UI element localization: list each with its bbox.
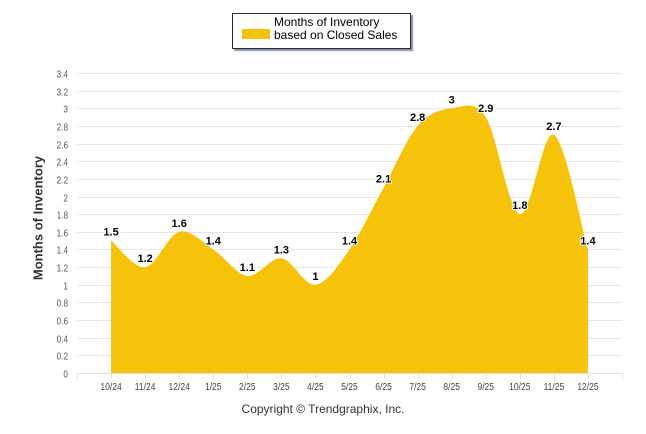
data-label: 1.8	[512, 200, 527, 212]
legend: Months of Inventory based on Closed Sale…	[232, 13, 411, 49]
x-tick-label: 1/25	[205, 381, 222, 392]
y-tick-label: 2.6	[57, 140, 68, 151]
x-tick-label: 7/25	[409, 381, 426, 392]
area-fill	[111, 105, 588, 373]
legend-swatch	[242, 29, 270, 39]
area-series	[111, 105, 588, 373]
y-tick-label: 0	[63, 369, 68, 380]
x-tick-label: 2/25	[239, 381, 256, 392]
y-tick-label: 2	[63, 193, 68, 204]
x-tick-label: 10/24	[100, 381, 121, 392]
y-tick-label: 2.8	[57, 122, 68, 133]
y-tick-label: 3	[63, 104, 68, 115]
data-label: 1.1	[240, 262, 255, 274]
x-tick-label: 10/25	[509, 381, 530, 392]
x-tick-label: 12/25	[577, 381, 598, 392]
y-tick-label: 1	[63, 281, 68, 292]
y-tick-label: 1.8	[57, 210, 68, 221]
y-tick-label: 2.4	[57, 157, 68, 168]
legend-label: Months of Inventory based on Closed Sale…	[274, 15, 398, 42]
data-label: 2.7	[546, 121, 561, 133]
data-label: 1.6	[172, 218, 187, 230]
data-label: 1.5	[103, 227, 118, 239]
copyright-text: Copyright © Trendgraphix, Inc.	[241, 402, 405, 416]
y-tick-label: 3.2	[57, 87, 68, 98]
y-axis-ticks: 0 0.2 0.4 0.6 0.8 1 1.2 1.4 1.6 1.8 2 2.2 2.4 2.6 2.8 3…	[57, 69, 68, 380]
x-tick-label: 3/25	[273, 381, 290, 392]
data-label: 1.4	[342, 235, 358, 247]
y-tick-label: 0.8	[57, 298, 68, 309]
y-tick-label: 1.4	[57, 245, 68, 256]
x-tick-label: 8/25	[443, 381, 460, 392]
y-axis-title: Months of Inventory	[30, 155, 46, 281]
data-label: 1.4	[580, 235, 596, 247]
data-label: 1.2	[137, 253, 152, 265]
y-tick-label: 1.2	[57, 263, 68, 274]
x-tick-label: 12/24	[169, 381, 190, 392]
data-labels: 1.5 1.2 1.6 1.4 1.1 1.3 1 1.4 2.1 2.8 3 2.9 1.8 2.7 1.…	[102, 93, 597, 283]
x-tick-label: 11/25	[544, 381, 565, 392]
y-tick-label: 0.4	[57, 334, 68, 345]
y-tick-label: 0.2	[57, 351, 68, 362]
data-label: 2.9	[478, 103, 493, 115]
y-tick-label: 2.2	[57, 175, 68, 186]
data-label: 1	[312, 271, 318, 283]
x-axis: 10/24 11/24 12/24 1/25 2/25 3/25 4/25 5/25 6/25 7…	[77, 373, 623, 392]
data-label: 3	[449, 94, 455, 106]
data-label: 2.1	[376, 174, 391, 186]
x-tick-label: 11/24	[135, 381, 156, 392]
x-tick-label: 9/25	[477, 381, 494, 392]
x-tick-label: 4/25	[307, 381, 324, 392]
x-tick-label: 6/25	[375, 381, 392, 392]
y-tick-label: 1.6	[57, 228, 68, 239]
x-tick-label: 5/25	[341, 381, 358, 392]
data-label: 1.3	[274, 244, 289, 256]
y-tick-label: 0.6	[57, 316, 68, 327]
data-label: 2.8	[410, 112, 425, 124]
y-tick-label: 3.4	[57, 69, 68, 80]
data-label: 1.4	[206, 235, 222, 247]
